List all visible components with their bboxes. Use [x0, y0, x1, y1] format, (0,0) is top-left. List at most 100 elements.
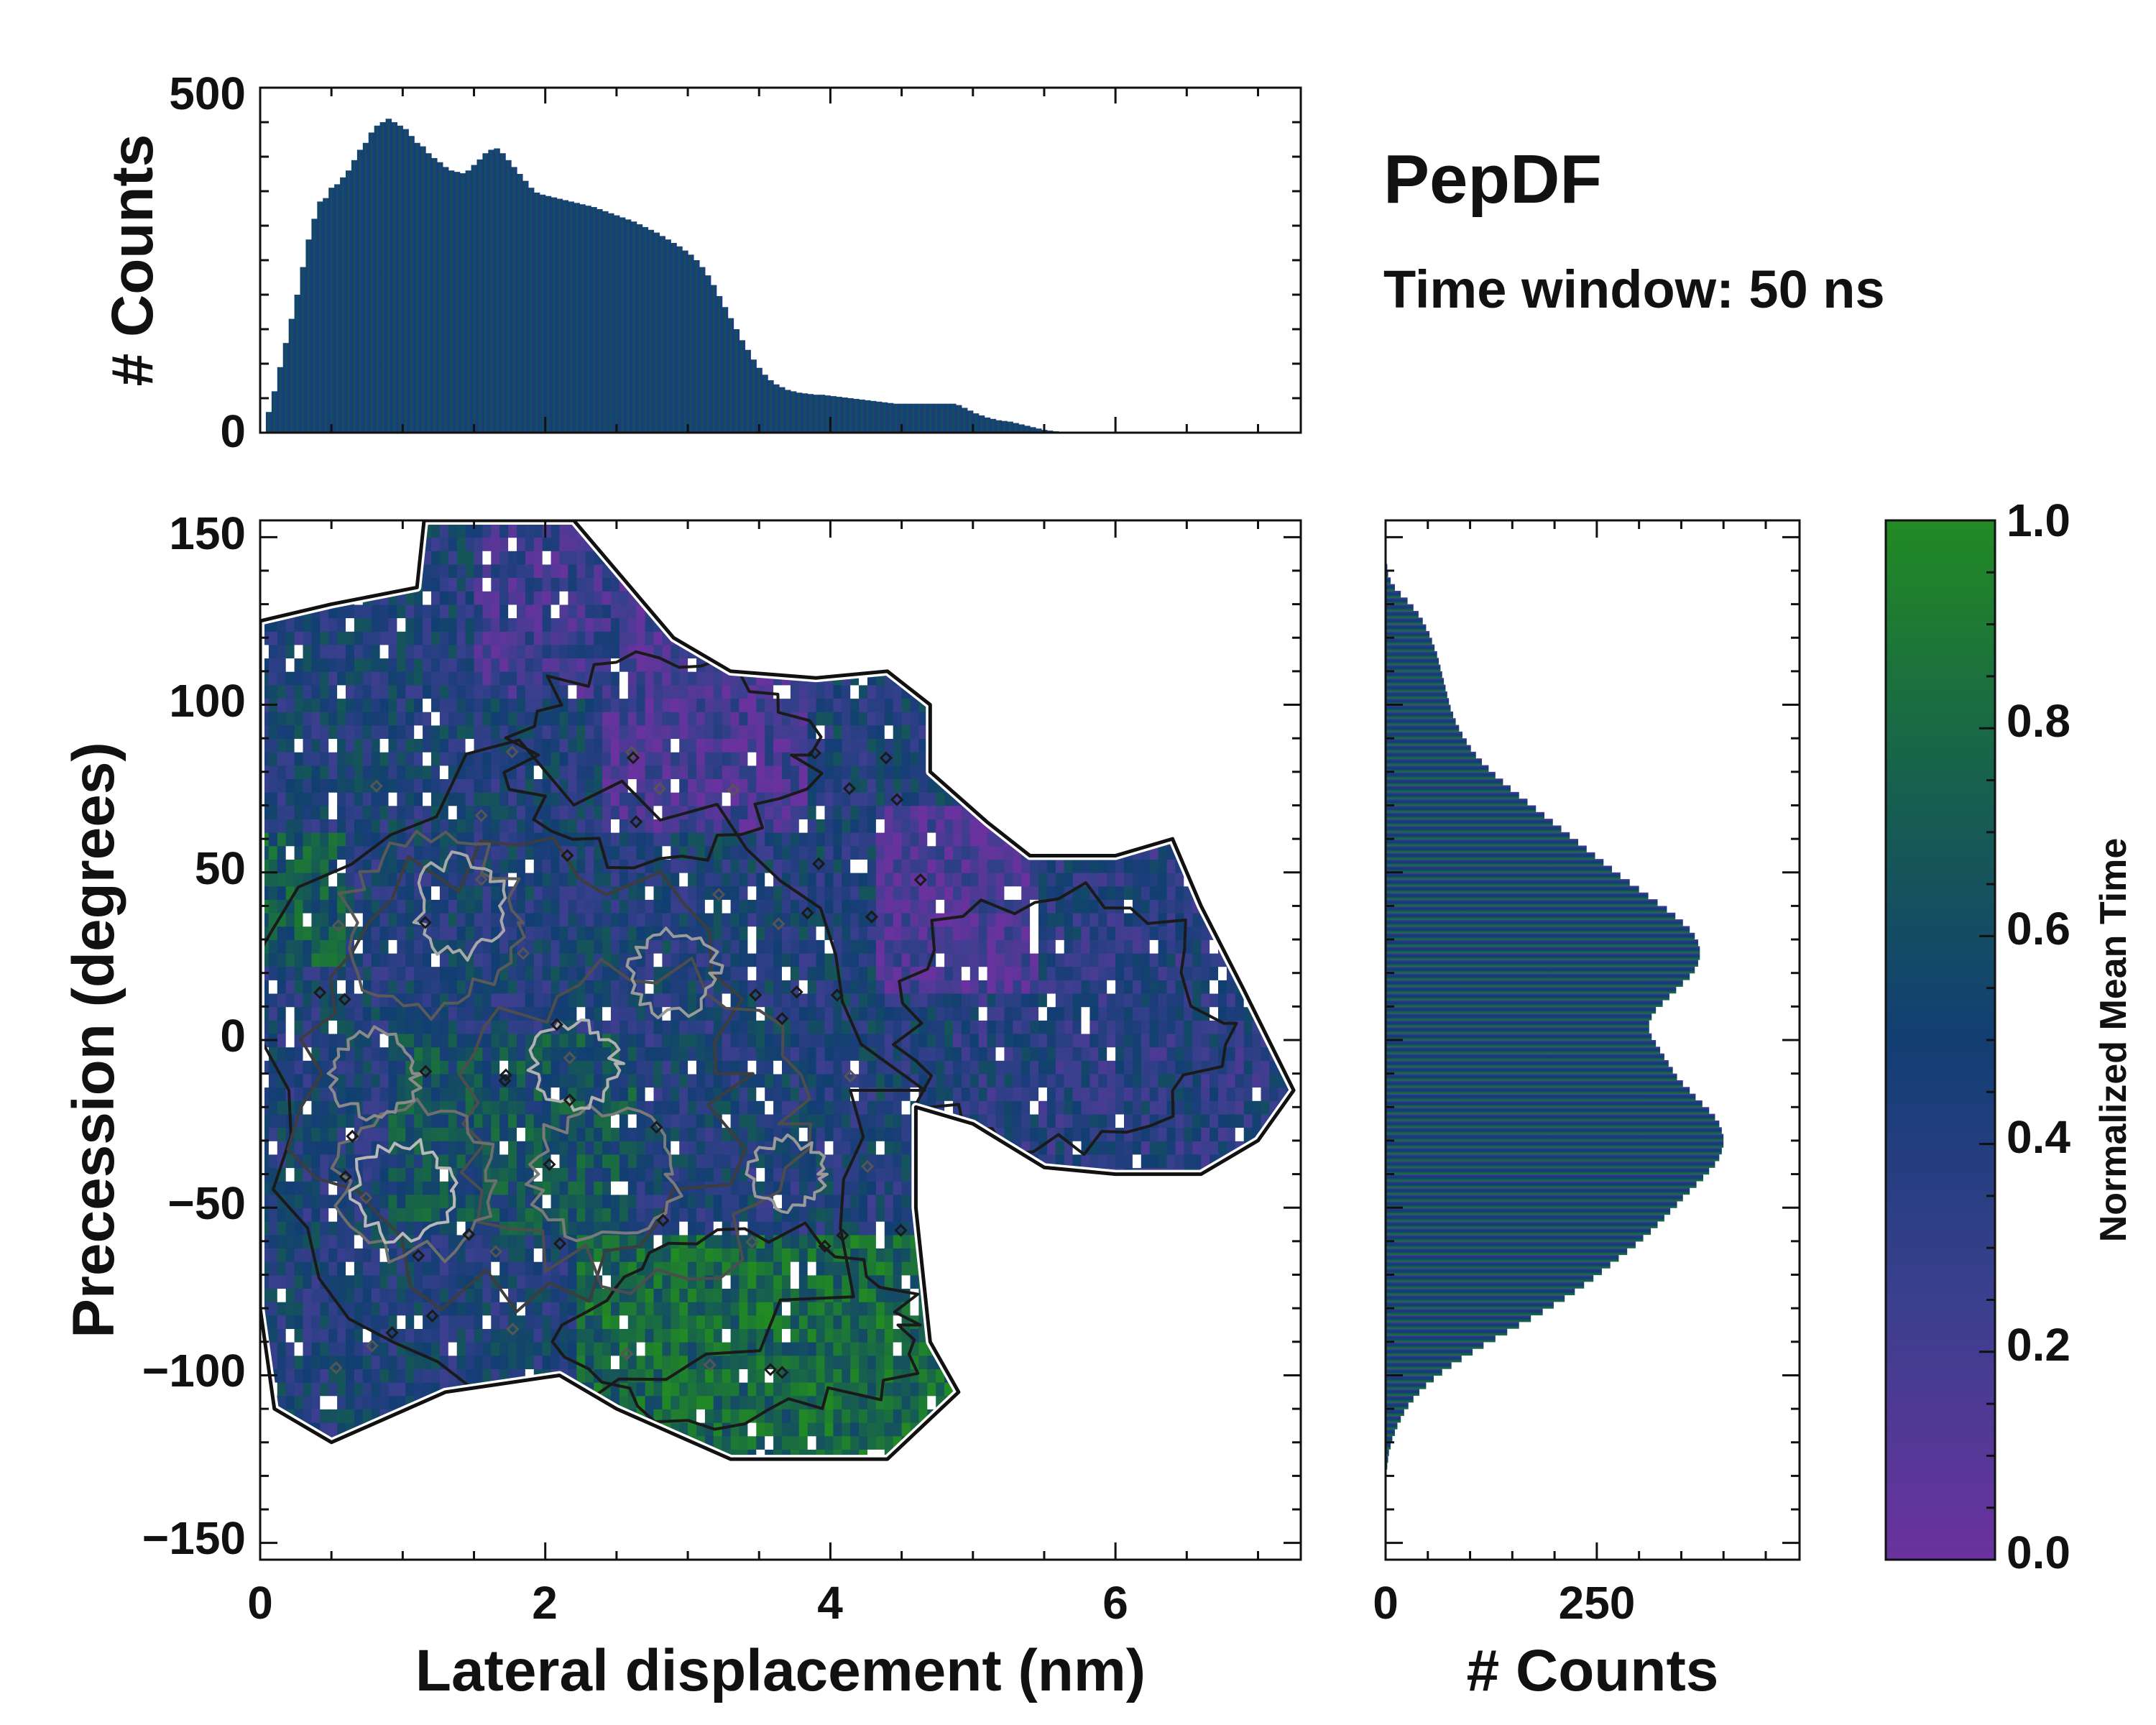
heat-cell — [568, 724, 578, 739]
heat-cell — [423, 1113, 432, 1128]
heat-cell — [397, 1073, 407, 1088]
heat-cell — [405, 671, 415, 686]
heat-cell — [285, 520, 295, 525]
heat-cell — [439, 1154, 449, 1169]
heat-cell — [431, 966, 441, 980]
heat-cell — [533, 523, 543, 538]
heat-cell — [773, 1341, 783, 1356]
heat-cell — [439, 1127, 449, 1141]
heat-cell — [431, 671, 441, 686]
heat-cell — [405, 1180, 415, 1195]
heat-cell — [688, 939, 697, 954]
heat-cell — [730, 1395, 740, 1409]
heat-cell — [474, 617, 484, 632]
heat-cell — [627, 886, 637, 900]
heat-cell — [320, 791, 329, 806]
heat-cell — [303, 1154, 313, 1169]
heat-cell — [414, 1261, 423, 1276]
heat-cell — [602, 1301, 612, 1316]
heat-cell — [671, 872, 680, 887]
heat-cell — [704, 1208, 714, 1222]
heat-cell — [824, 1127, 834, 1141]
heat-cell — [739, 564, 749, 579]
heat-cell — [824, 1046, 834, 1061]
heat-cell — [662, 520, 672, 525]
heat-cell — [740, 1463, 749, 1477]
heat-cell — [482, 1073, 492, 1088]
heat-cell — [337, 577, 346, 592]
heat-cell — [379, 617, 390, 632]
heat-cell — [756, 1033, 765, 1048]
heat-cell — [636, 1127, 646, 1141]
heat-cell — [568, 765, 578, 779]
heat-cell — [798, 738, 808, 753]
top-hist-bar — [282, 343, 290, 433]
heat-cell — [379, 520, 390, 525]
heat-cell — [807, 1154, 817, 1169]
heat-cell — [303, 980, 313, 994]
heat-cell — [268, 1315, 278, 1329]
heat-cell — [550, 886, 561, 900]
heat-cell — [388, 912, 398, 927]
heat-cell — [559, 617, 569, 632]
heat-cell — [285, 1449, 295, 1460]
heat-cell — [747, 1020, 757, 1034]
heat-cell — [713, 1154, 723, 1169]
top-hist-bar — [847, 398, 854, 433]
heat-cell — [602, 819, 612, 833]
heat-cell — [713, 1301, 723, 1316]
heat-cell — [542, 604, 552, 619]
heat-cell — [730, 886, 740, 900]
heat-cell — [362, 1341, 372, 1356]
heat-cell — [713, 1288, 723, 1302]
heat-cell — [679, 859, 688, 873]
heat-cell — [619, 1194, 629, 1209]
heat-cell — [303, 564, 313, 579]
heat-cell — [730, 765, 740, 779]
heat-cell — [619, 1208, 629, 1222]
heat-cell — [627, 1006, 637, 1021]
heat-cell — [328, 1341, 338, 1356]
heat-cell — [448, 711, 458, 726]
heat-cell — [448, 617, 458, 632]
heat-cell — [431, 778, 441, 793]
heat-cell — [730, 1409, 740, 1423]
heat-cell — [328, 778, 338, 793]
heat-cell — [499, 845, 509, 860]
heat-cell — [747, 1301, 757, 1316]
heat-cell — [816, 1127, 826, 1141]
heat-cell — [328, 1140, 338, 1155]
heat-cell — [499, 952, 509, 967]
heat-cell — [662, 1113, 672, 1128]
heat-cell — [268, 859, 278, 873]
heat-cell — [713, 1328, 723, 1343]
heat-cell — [790, 952, 800, 967]
heat-cell — [619, 912, 629, 927]
heat-cell — [371, 1288, 381, 1302]
heat-cell — [328, 1449, 338, 1460]
heat-cell — [722, 577, 732, 592]
heat-cell — [423, 1463, 432, 1477]
heat-cell — [508, 1033, 517, 1048]
heat-cell — [379, 1087, 390, 1101]
heat-cell — [388, 939, 398, 954]
heat-cell — [696, 791, 706, 806]
heat-cell — [568, 537, 578, 551]
heat-cell — [653, 1060, 663, 1075]
heat-cell — [328, 1127, 338, 1141]
heat-cell — [679, 1073, 688, 1088]
heat-cell — [756, 1060, 765, 1075]
heat-cell — [371, 1301, 381, 1316]
heat-cell — [371, 1395, 381, 1409]
heat-cell — [474, 886, 484, 900]
heat-cell — [456, 1435, 466, 1450]
heat-cell — [482, 1274, 492, 1289]
heat-cell — [619, 537, 629, 551]
heat-cell — [722, 899, 732, 914]
heat-cell — [379, 1167, 390, 1182]
heat-cell — [439, 684, 449, 699]
heat-cell — [816, 617, 826, 632]
top-hist-bar — [340, 177, 346, 433]
heat-cell — [653, 564, 663, 579]
heat-cell — [388, 1274, 398, 1289]
